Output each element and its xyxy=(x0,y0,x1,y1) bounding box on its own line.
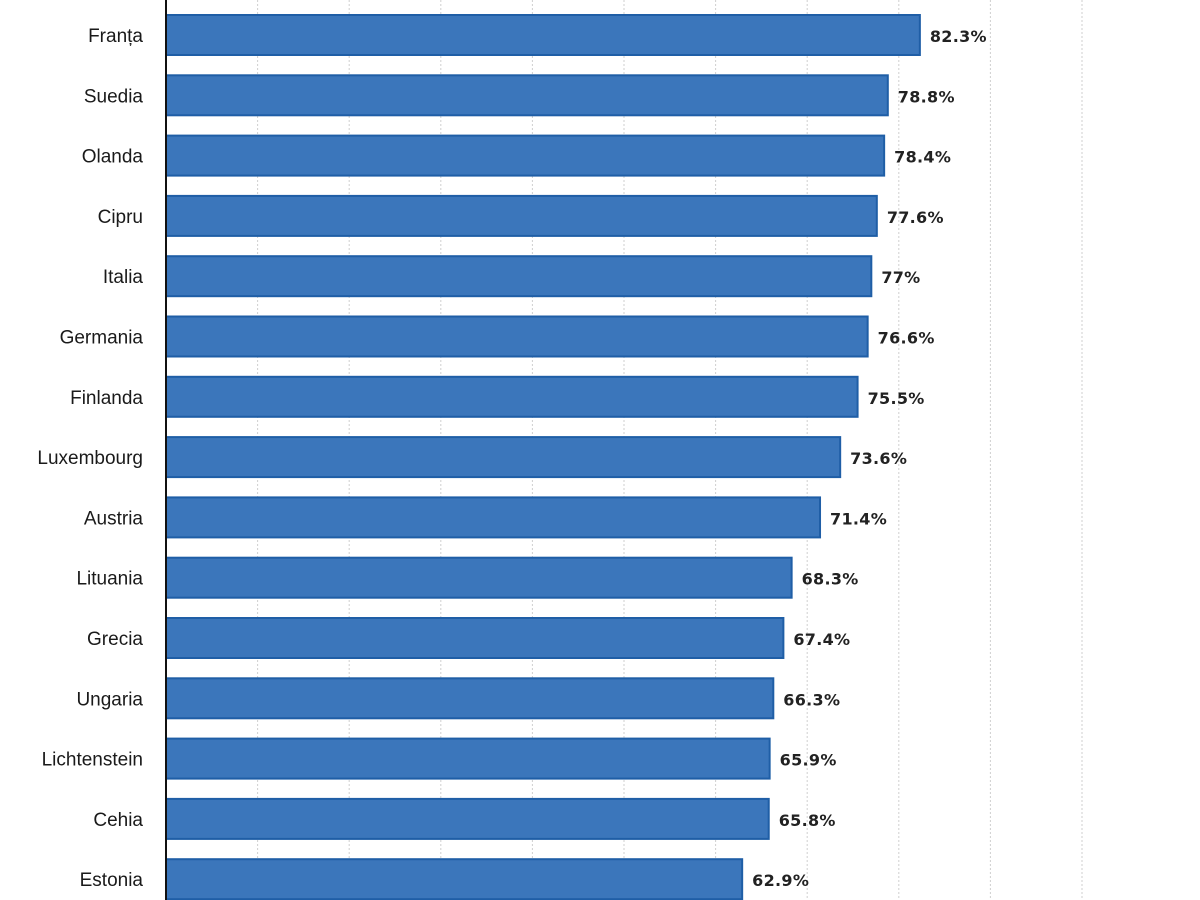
bar xyxy=(165,496,822,539)
category-label: Germania xyxy=(60,328,144,349)
bar xyxy=(165,436,842,479)
value-label: 75.5% xyxy=(868,389,925,408)
category-label: Franța xyxy=(88,26,143,47)
bar xyxy=(165,134,886,177)
bar xyxy=(165,617,785,659)
value-label: 73.6% xyxy=(850,449,907,468)
value-label: 82.3% xyxy=(930,27,987,46)
bars xyxy=(165,14,921,900)
value-label: 65.9% xyxy=(780,751,837,770)
value-label: 68.3% xyxy=(802,570,859,589)
category-label: Luxembourg xyxy=(37,448,143,469)
bar xyxy=(165,858,744,900)
value-label: 71.4% xyxy=(830,509,887,528)
value-labels: 82.3% 78.8% 78.4% 77.6% 77% 76.6% 75.5% 73.6% 71… xyxy=(752,27,987,890)
category-labels: Franța Suedia Olanda Cipru Italia Germania Fin… xyxy=(37,26,143,891)
bar xyxy=(165,255,873,298)
value-label: 62.9% xyxy=(752,871,809,890)
bar xyxy=(165,677,775,720)
category-label: Lituania xyxy=(76,569,143,590)
category-label: Lichtenstein xyxy=(42,750,143,771)
category-label: Grecia xyxy=(87,629,143,650)
category-label: Estonia xyxy=(80,870,144,891)
category-label: Cehia xyxy=(93,810,143,831)
value-label: 76.6% xyxy=(878,329,935,348)
value-label: 78.4% xyxy=(894,148,951,167)
bar xyxy=(165,556,793,599)
category-label: Olanda xyxy=(82,147,144,168)
bar xyxy=(165,14,921,56)
value-label: 67.4% xyxy=(793,630,850,649)
value-label: 65.8% xyxy=(779,811,836,830)
value-label: 77% xyxy=(881,268,920,287)
bar xyxy=(165,74,889,117)
category-label: Suedia xyxy=(84,86,144,107)
bar xyxy=(165,194,878,237)
bar xyxy=(165,797,770,840)
category-label: Italia xyxy=(103,267,144,288)
category-label: Austria xyxy=(84,508,144,529)
bar xyxy=(165,315,869,358)
category-label: Ungaria xyxy=(76,689,143,710)
bar xyxy=(165,737,771,780)
category-label: Cipru xyxy=(98,207,143,228)
value-label: 66.3% xyxy=(783,690,840,709)
category-label: Finlanda xyxy=(70,388,143,409)
value-label: 77.6% xyxy=(887,208,944,227)
value-label: 78.8% xyxy=(898,87,955,106)
bar xyxy=(165,375,859,418)
